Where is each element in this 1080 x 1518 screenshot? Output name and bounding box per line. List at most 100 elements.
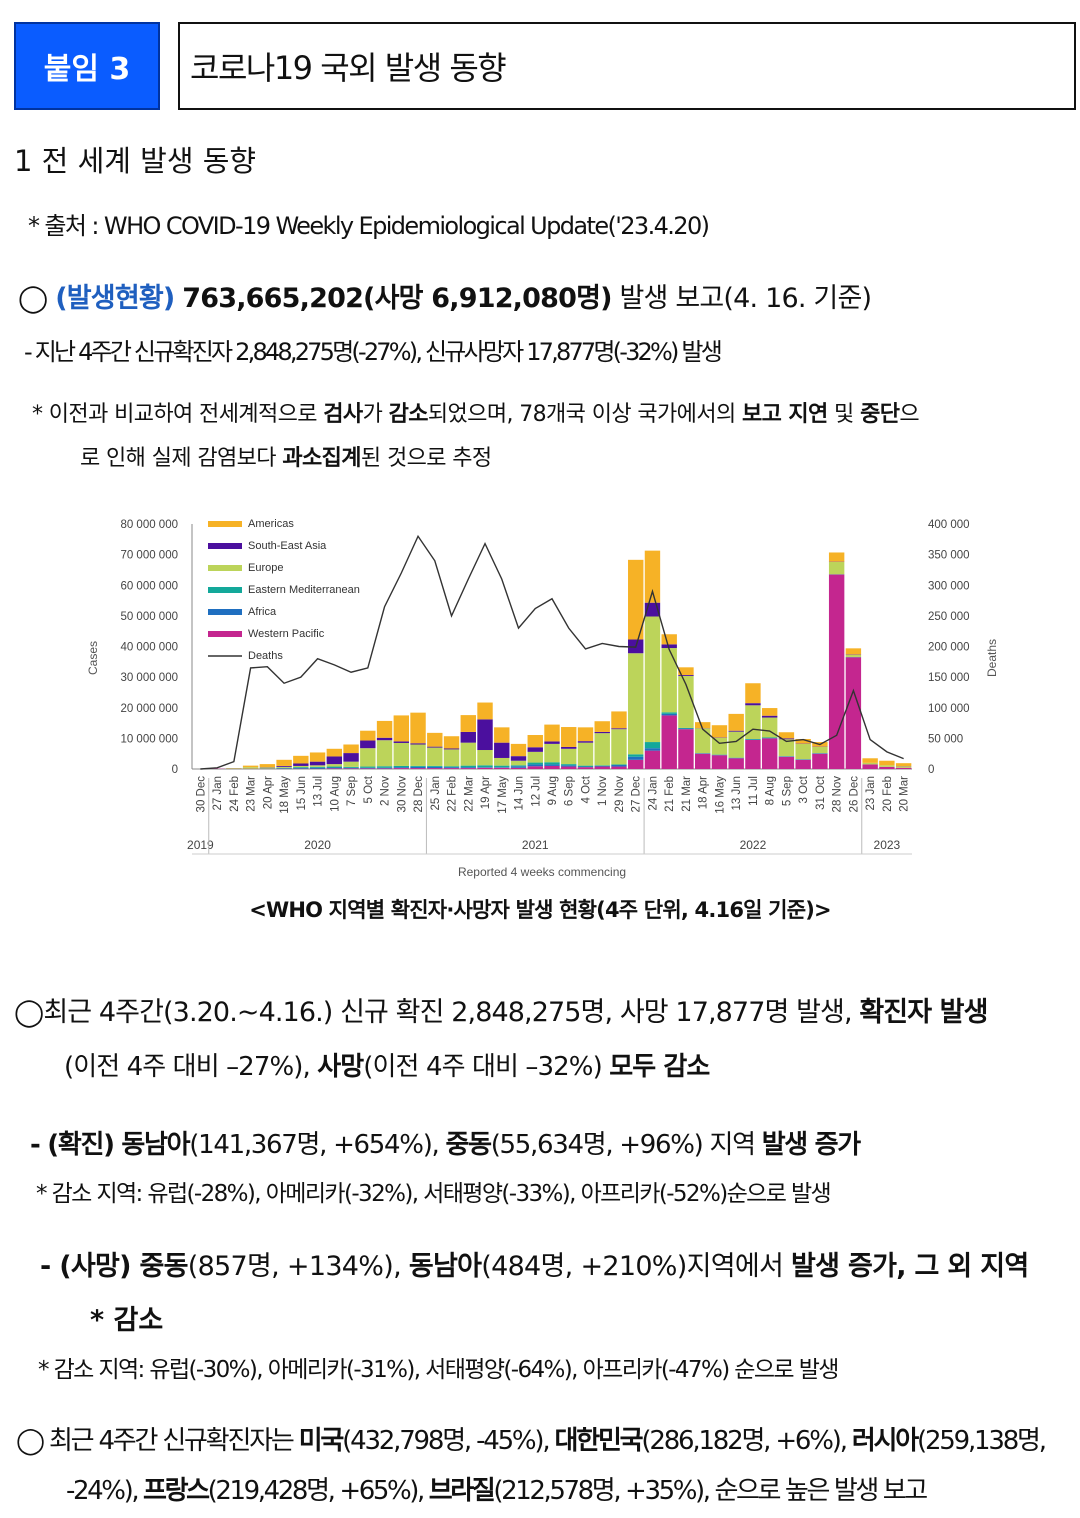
y-left-tick-label: 40 000 000 xyxy=(120,642,178,654)
bar-segment xyxy=(410,712,426,744)
bar-segment xyxy=(360,768,376,769)
x-tick-label: 23 Jan xyxy=(865,776,877,811)
bar-segment xyxy=(410,766,426,769)
bar-segment xyxy=(795,759,811,769)
page-title: 코로나19 국외 발생 동향 xyxy=(178,22,1076,110)
bar-segment xyxy=(544,724,560,742)
summary-line: ◯ (발생현황) 763,665,202(사망 6,912,080명) 발생 보… xyxy=(18,276,872,315)
bar-segment xyxy=(460,768,476,769)
year-label: 2023 xyxy=(874,838,901,852)
bar-segment xyxy=(561,765,577,767)
legend-label: Deaths xyxy=(248,650,283,662)
bar-segment xyxy=(343,768,359,769)
x-tick-label: 31 Oct xyxy=(815,775,827,810)
bar-segment xyxy=(628,653,644,755)
bar-segment xyxy=(678,728,694,730)
y-left-tick-label: 70 000 000 xyxy=(120,550,178,562)
legend-swatch xyxy=(208,609,242,615)
recent-paragraph-1: ◯최근 4주간(3.20.~4.16.) 신규 확진 2,848,275명, 사… xyxy=(14,997,988,1028)
bar-segment xyxy=(494,767,510,769)
x-tick-label: 21 Feb xyxy=(664,776,676,812)
bar-segment xyxy=(644,550,661,603)
bar-segment xyxy=(477,767,493,769)
bar-segment xyxy=(376,766,393,768)
bar-segment xyxy=(661,715,677,769)
bar-segment xyxy=(410,765,426,767)
bar-segment xyxy=(360,767,376,769)
bar-segment xyxy=(443,767,460,769)
bar-segment xyxy=(510,743,527,757)
bar-segment xyxy=(577,767,594,769)
bar-segment xyxy=(761,738,778,770)
x-tick-label: 11 Jul xyxy=(748,776,760,806)
x-tick-label: 20 Feb xyxy=(882,776,894,812)
country-line-2: -24%), 프랑스(219,428명, +65%), 브라질(212,578명… xyxy=(66,1476,928,1506)
bar-segment xyxy=(494,727,510,743)
bar-segment xyxy=(695,753,711,769)
bar-segment xyxy=(795,738,811,744)
bar-segment xyxy=(276,765,292,767)
x-tick-label: 1 Nov xyxy=(597,776,609,806)
bar-segment xyxy=(510,760,527,766)
bar-segment xyxy=(242,767,259,769)
legend-label: South-East Asia xyxy=(248,540,327,552)
bar-segment xyxy=(427,768,443,769)
bar-segment xyxy=(494,765,510,768)
bar-segment xyxy=(561,727,577,747)
bar-segment xyxy=(393,742,409,766)
bar-segment xyxy=(293,763,309,766)
section-title: 1 전 세계 발생 동향 xyxy=(14,144,257,178)
bar-segment xyxy=(611,729,627,765)
bar-segment xyxy=(678,729,694,769)
bar-segment xyxy=(678,727,694,729)
testing-note: * 이전과 비교하여 전세계적으로 검사가 감소되었으며, 78개국 이상 국가… xyxy=(32,402,920,427)
bar-segment xyxy=(661,648,677,713)
bar-segment xyxy=(845,648,862,655)
bar-segment xyxy=(644,750,661,770)
bar-segment xyxy=(745,683,761,704)
bar-segment xyxy=(293,765,309,768)
bar-segment xyxy=(544,764,560,766)
y-right-tick-label: 400 000 xyxy=(928,519,970,531)
x-tick-label: 24 Feb xyxy=(229,776,241,812)
bar-segment xyxy=(761,717,778,738)
x-tick-label: 17 May xyxy=(497,776,509,814)
y-left-tick-label: 30 000 000 xyxy=(120,672,178,684)
x-tick-label: 27 Jan xyxy=(212,776,224,811)
x-tick-label: 10 Aug xyxy=(329,776,341,812)
bar-segment xyxy=(443,768,460,769)
bar-segment xyxy=(594,765,610,766)
bar-segment xyxy=(695,728,711,754)
y-right-tick-label: 350 000 xyxy=(928,550,970,562)
x-tick-label: 5 Sep xyxy=(781,776,793,806)
bar-segment xyxy=(259,767,276,769)
bar-segment xyxy=(443,766,460,768)
legend-swatch xyxy=(208,521,242,527)
recent-paragraph-2: (이전 4주 대비 –27%), 사망(이전 4주 대비 –32%) 모두 감소 xyxy=(64,1052,710,1082)
bar-segment xyxy=(778,732,795,739)
bar-segment xyxy=(728,713,744,731)
bar-segment xyxy=(460,731,476,743)
x-tick-label: 22 Mar xyxy=(463,776,475,812)
bar-segment xyxy=(561,748,577,765)
bar-segment xyxy=(594,731,610,734)
deaths-decrease-note: * 감소 지역: 유럽(-30%), 아메리카(-31%), 서태평양(-64%… xyxy=(38,1357,839,1383)
bar-segment xyxy=(778,738,795,740)
recent-four-weeks-line: - 지난 4주간 신규확진자 2,848,275명(-27%), 신규사망자 1… xyxy=(24,338,723,366)
y-right-tick-label: 100 000 xyxy=(928,703,970,715)
bar-segment xyxy=(494,757,510,766)
bar-segment xyxy=(360,766,376,768)
bar-segment xyxy=(628,559,644,640)
year-label: 2022 xyxy=(740,838,767,852)
bar-segment xyxy=(326,768,343,769)
y-right-tick-label: 50 000 xyxy=(928,733,963,745)
bar-segment xyxy=(778,739,795,757)
y-right-tick-label: 0 xyxy=(928,764,934,776)
summary-tail: 발생 보고(4. 16. 기준) xyxy=(611,283,872,314)
bar-segment xyxy=(293,767,309,769)
bar-segment xyxy=(410,768,426,769)
bar-segment xyxy=(728,730,744,732)
legend-label: Western Pacific xyxy=(248,628,325,640)
bar-segment xyxy=(309,766,326,768)
bar-segment xyxy=(393,741,409,743)
